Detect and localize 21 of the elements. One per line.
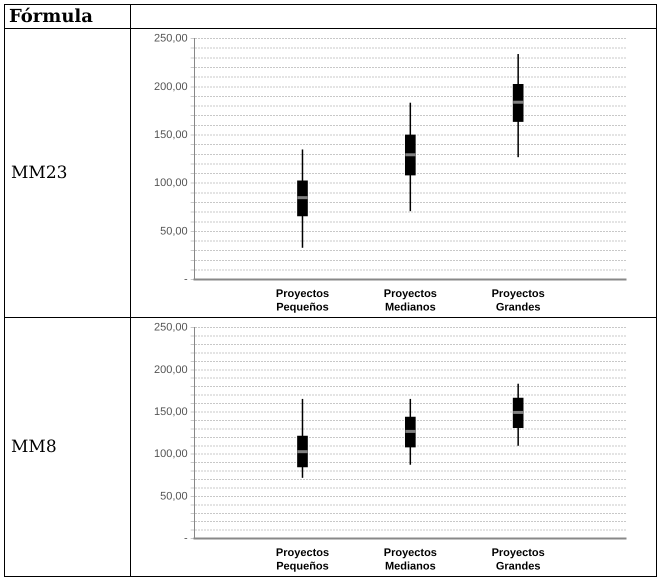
y-tick-label: 200,00 bbox=[154, 364, 188, 376]
y-tick-label: 200,00 bbox=[154, 80, 188, 93]
y-tick-label: 50,00 bbox=[160, 490, 188, 502]
y-tick-label: 250,00 bbox=[154, 32, 188, 45]
y-tick-label: 50,00 bbox=[160, 225, 188, 238]
y-tick-label: 100,00 bbox=[154, 448, 188, 460]
x-tick-label: Proyectos Pequeños bbox=[276, 288, 330, 314]
x-tick-label: Proyectos Medianos bbox=[384, 547, 437, 572]
text: MM23 bbox=[4, 28, 130, 318]
y-tick-label: 150,00 bbox=[154, 129, 188, 142]
y-tick-label: 250,00 bbox=[154, 322, 188, 334]
x-tick-label: Proyectos Grandes bbox=[492, 288, 545, 314]
text: MM8 bbox=[4, 318, 130, 576]
text: Fórmula bbox=[9, 6, 94, 27]
x-tick-label: Proyectos Grandes bbox=[492, 547, 545, 572]
y-tick-label: 100,00 bbox=[154, 177, 188, 190]
y-tick-label: - bbox=[184, 274, 188, 286]
x-tick-label: Proyectos Medianos bbox=[384, 288, 437, 314]
y-tick-label: 150,00 bbox=[154, 406, 188, 418]
y-tick-label: - bbox=[184, 532, 188, 545]
x-tick-label: Proyectos Pequeños bbox=[276, 547, 330, 572]
